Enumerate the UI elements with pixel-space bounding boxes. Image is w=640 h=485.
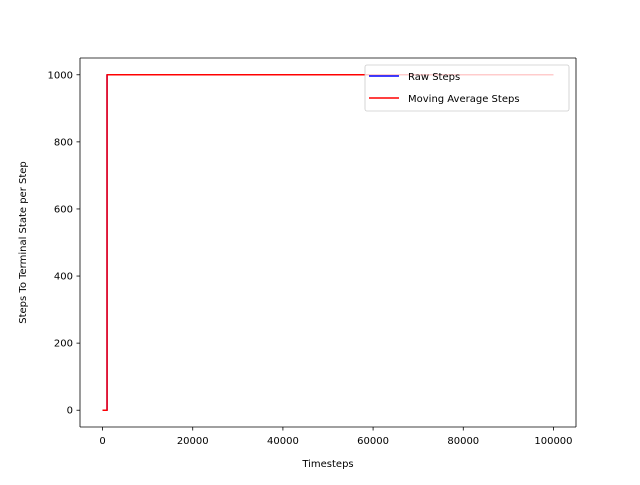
x-tick-label: 0 [99,436,105,447]
axes-frame [79,57,577,428]
y-tick-label: 1000 [48,70,73,81]
x-axis-ticks: 0 20000 40000 60000 80000 100000 [99,427,573,447]
y-tick-label: 800 [54,137,73,148]
legend-label-moving-average-steps: Moving Average Steps [408,94,520,105]
series-layer [102,74,554,411]
x-tick-label: 100000 [534,436,572,447]
series-line-moving-average-steps [102,74,554,411]
x-tick-label: 40000 [267,436,299,447]
y-tick-label: 400 [54,272,73,283]
legend-box [364,64,570,112]
legend-label-raw-steps: Raw Steps [408,72,460,83]
y-axis-label: Steps To Terminal State per Step [18,161,29,324]
legend: Raw Steps Moving Average Steps [364,64,570,112]
plot-area [80,58,576,427]
y-tick-label: 0 [67,406,73,417]
y-axis-ticks: 0 200 400 600 800 1000 [48,70,80,417]
x-tick-label: 20000 [177,436,209,447]
y-tick-label: 200 [54,339,73,350]
x-tick-label: 60000 [357,436,389,447]
y-tick-label: 600 [54,204,73,215]
x-tick-label: 80000 [447,436,479,447]
x-axis-label: Timesteps [301,459,353,470]
